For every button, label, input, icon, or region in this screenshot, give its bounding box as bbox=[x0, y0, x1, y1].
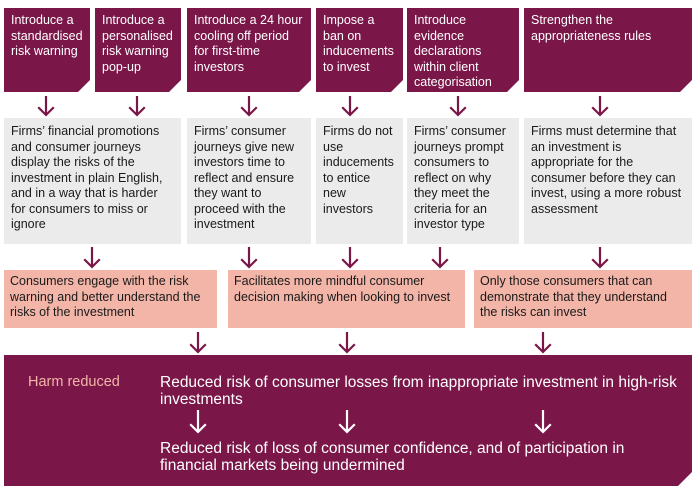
down-arrow-icon bbox=[338, 410, 356, 434]
down-arrow-icon bbox=[449, 96, 467, 117]
effect-text: Firms’ financial promotions and consumer… bbox=[11, 124, 163, 231]
down-arrow-icon bbox=[341, 96, 359, 117]
harm-reduced-label: Harm reduced bbox=[28, 374, 120, 390]
down-arrow-icon bbox=[189, 410, 207, 434]
down-arrow-icon bbox=[37, 96, 55, 117]
effect-appropriateness-assessment: Firms must determine that an investment … bbox=[524, 118, 692, 244]
outcome-demonstrated-understanding: Only those consumers that can demonstrat… bbox=[474, 270, 692, 328]
intervention-label: Introduce a standardised risk warning bbox=[11, 13, 83, 58]
down-arrow-icon bbox=[240, 96, 258, 117]
down-arrow-icon bbox=[83, 247, 101, 269]
intervention-standardised-risk-warning: Introduce a standardised risk warning bbox=[4, 8, 90, 92]
harm-item-consumer-losses: Reduced risk of consumer losses from ina… bbox=[160, 374, 677, 408]
effect-text: Firms’ consumer journeys give new invest… bbox=[194, 124, 295, 231]
down-arrow-icon bbox=[591, 247, 609, 269]
down-arrow-icon bbox=[338, 332, 356, 354]
down-arrow-icon bbox=[189, 332, 207, 354]
intervention-label: Introduce evidence declarations within c… bbox=[414, 13, 492, 89]
intervention-appropriateness-rules: Strengthen the appropriateness rules bbox=[524, 8, 692, 92]
outcome-text: Only those consumers that can demonstrat… bbox=[480, 274, 667, 319]
harm-item-market-confidence: Reduced risk of loss of consumer confide… bbox=[160, 440, 625, 474]
outcome-text: Facilitates more mindful consumer decisi… bbox=[234, 274, 451, 304]
effect-text: Firms’ consumer journeys prompt consumer… bbox=[414, 124, 506, 231]
effect-reflect-time: Firms’ consumer journeys give new invest… bbox=[187, 118, 311, 244]
effect-no-inducements: Firms do not use inducements to entice n… bbox=[316, 118, 403, 244]
outcome-text: Consumers engage with the risk warning a… bbox=[10, 274, 201, 319]
effect-investor-type-reflection: Firms’ consumer journeys prompt consumer… bbox=[407, 118, 519, 244]
down-arrow-icon bbox=[431, 247, 449, 269]
intervention-label: Introduce a 24 hour cooling off period f… bbox=[194, 13, 303, 74]
down-arrow-icon bbox=[341, 247, 359, 269]
intervention-label: Introduce a personalised risk warning po… bbox=[102, 13, 173, 74]
intervention-ban-inducements: Impose a ban on inducements to invest bbox=[316, 8, 403, 92]
down-arrow-icon bbox=[534, 410, 552, 434]
down-arrow-icon bbox=[128, 96, 146, 117]
intervention-label: Impose a ban on inducements to invest bbox=[323, 13, 394, 74]
intervention-cooling-off-period: Introduce a 24 hour cooling off period f… bbox=[187, 8, 311, 92]
down-arrow-icon bbox=[240, 247, 258, 269]
intervention-label: Strengthen the appropriateness rules bbox=[531, 13, 652, 43]
effect-text: Firms do not use inducements to entice n… bbox=[323, 124, 394, 216]
effect-risk-display: Firms’ financial promotions and consumer… bbox=[4, 118, 181, 244]
intervention-personalised-risk-warning: Introduce a personalised risk warning po… bbox=[95, 8, 181, 92]
outcome-mindful-decisions: Facilitates more mindful consumer decisi… bbox=[228, 270, 465, 328]
down-arrow-icon bbox=[591, 96, 609, 117]
effect-text: Firms must determine that an investment … bbox=[531, 124, 682, 216]
down-arrow-icon bbox=[534, 332, 552, 354]
intervention-evidence-declarations: Introduce evidence declarations within c… bbox=[407, 8, 519, 92]
outcome-engage-risk-warning: Consumers engage with the risk warning a… bbox=[4, 270, 217, 328]
